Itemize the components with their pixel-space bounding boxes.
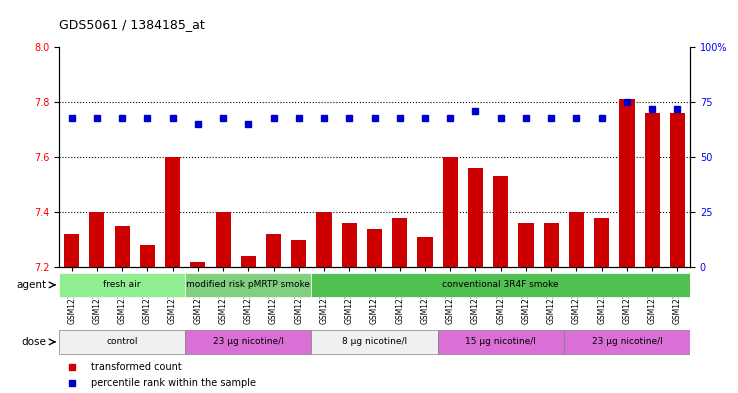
Bar [64, 234, 79, 267]
Bar [89, 212, 105, 267]
Text: transformed count: transformed count [91, 362, 182, 372]
FancyBboxPatch shape [311, 272, 690, 297]
Text: control: control [106, 338, 138, 346]
Bar [190, 262, 205, 267]
Bar [544, 223, 559, 267]
Bar [594, 218, 610, 267]
Bar [644, 113, 660, 267]
Bar [165, 157, 180, 267]
Bar [367, 229, 382, 267]
Bar [139, 245, 155, 267]
Text: dose: dose [21, 337, 46, 347]
Text: 23 μg nicotine/l: 23 μg nicotine/l [213, 338, 283, 346]
FancyBboxPatch shape [59, 329, 185, 354]
Bar [569, 212, 584, 267]
FancyBboxPatch shape [311, 329, 438, 354]
Bar [266, 234, 281, 267]
Bar [619, 99, 635, 267]
Text: 23 μg nicotine/l: 23 μg nicotine/l [592, 338, 662, 346]
Text: conventional 3R4F smoke: conventional 3R4F smoke [443, 281, 559, 289]
Bar [317, 212, 331, 267]
Bar [493, 176, 508, 267]
Bar [392, 218, 407, 267]
Bar [418, 237, 432, 267]
Bar [342, 223, 357, 267]
Bar [670, 113, 685, 267]
FancyBboxPatch shape [185, 272, 311, 297]
FancyBboxPatch shape [438, 329, 564, 354]
Text: GDS5061 / 1384185_at: GDS5061 / 1384185_at [59, 18, 204, 31]
Bar [114, 226, 130, 267]
FancyBboxPatch shape [59, 272, 185, 297]
Bar [241, 256, 256, 267]
Bar [292, 240, 306, 267]
FancyBboxPatch shape [185, 329, 311, 354]
FancyBboxPatch shape [564, 329, 690, 354]
Text: agent: agent [16, 280, 46, 290]
Text: percentile rank within the sample: percentile rank within the sample [91, 378, 255, 388]
Text: 8 μg nicotine/l: 8 μg nicotine/l [342, 338, 407, 346]
Bar [518, 223, 534, 267]
Text: fresh air: fresh air [103, 281, 141, 289]
Text: 15 μg nicotine/l: 15 μg nicotine/l [465, 338, 537, 346]
Text: modified risk pMRTP smoke: modified risk pMRTP smoke [186, 281, 311, 289]
Bar [443, 157, 458, 267]
Bar [468, 168, 483, 267]
Bar [215, 212, 231, 267]
